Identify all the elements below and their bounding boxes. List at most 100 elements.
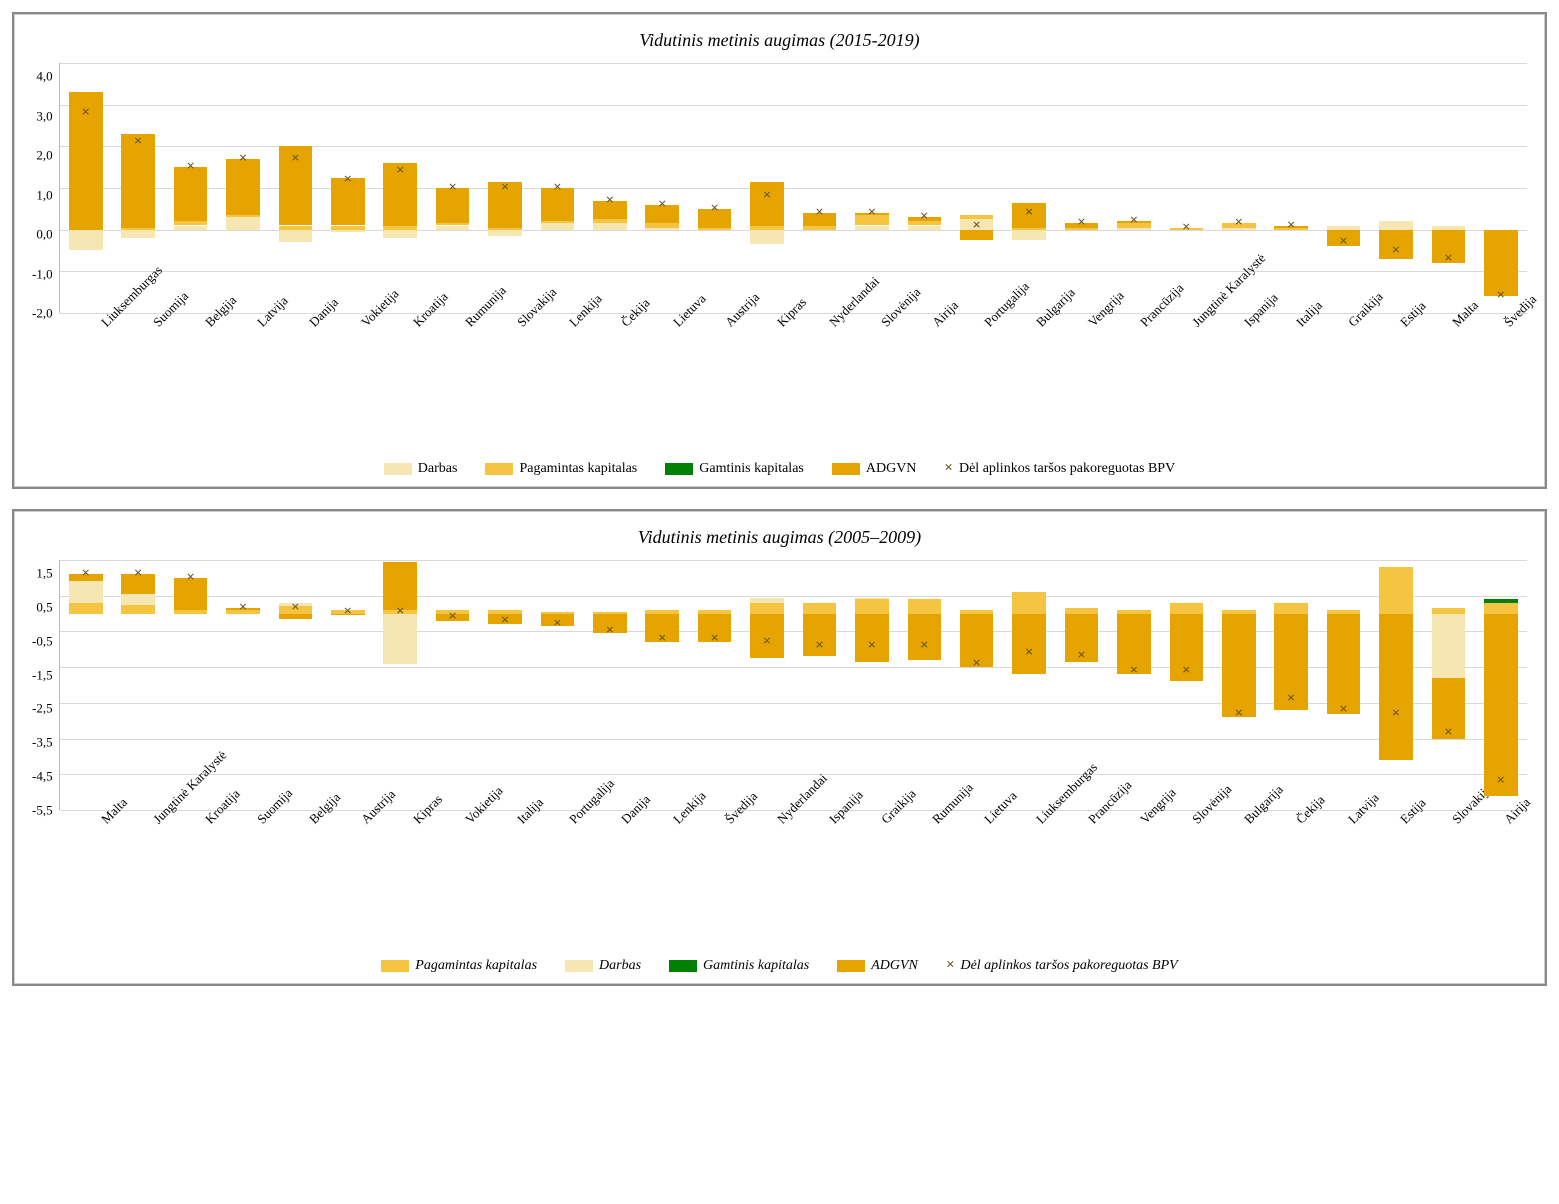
legend-item: Darbas [384, 460, 458, 477]
bar-segment [645, 614, 679, 643]
bar-segment [541, 614, 575, 627]
x-tick: Vokietija [332, 319, 384, 454]
x-tick: Švedija [1475, 319, 1527, 454]
y-tick-label: 3,0 [36, 109, 52, 122]
bar-segment [593, 201, 627, 220]
x-tick: Graikija [852, 816, 904, 951]
y-tick-label: -4,5 [32, 770, 53, 783]
legend-swatch-icon [837, 960, 865, 972]
bar-segment [645, 228, 679, 230]
legend-item: Gamtinis kapitalas [669, 957, 809, 974]
x-tick: Suomija [228, 816, 280, 951]
legend: DarbasPagamintas kapitalasGamtinis kapit… [32, 460, 1527, 477]
bar-column: × [636, 63, 688, 313]
bar-segment [698, 209, 732, 228]
bar-segment [226, 610, 260, 614]
x-tick: Kroatija [176, 816, 228, 951]
x-tick: Jungtinė Karalystė [124, 816, 176, 951]
x-tick: Slovakija [1423, 816, 1475, 951]
x-tick: Lietuva [955, 816, 1007, 951]
legend-swatch-icon [381, 960, 409, 972]
bar-column: × [60, 560, 112, 810]
x-tick: Švedija [696, 816, 748, 951]
bar-segment [226, 608, 260, 610]
bar-segment [593, 219, 627, 223]
x-tick: Čekija [592, 319, 644, 454]
bar-segment [750, 598, 784, 603]
bar-segment [121, 228, 155, 230]
bar-segment [279, 226, 313, 230]
bar-column: × [1475, 63, 1527, 313]
x-tick: Malta [72, 816, 124, 951]
bar-segment [174, 226, 208, 230]
bar-segment [1432, 614, 1466, 678]
x-tick: Kipras [384, 816, 436, 951]
bar-segment [488, 182, 522, 228]
x-tick: Estija [1371, 816, 1423, 951]
plot-area: ×××××××××××××××××××××××××××× [59, 560, 1527, 810]
bar-segment [1379, 230, 1413, 259]
bar-segment [1170, 603, 1204, 614]
bar-column: × [1055, 560, 1107, 810]
y-axis: 1,50,5-0,5-1,5-2,5-3,5-4,5-5,5 [32, 560, 59, 810]
y-tick-label: 2,0 [36, 149, 52, 162]
bar-segment [1274, 226, 1308, 228]
x-tick: Belgija [176, 319, 228, 454]
bar-segment [803, 213, 837, 226]
x-tick: Airija [904, 319, 956, 454]
x-tick: Portugalija [955, 319, 1007, 454]
bar-segment [279, 606, 313, 613]
bar-segment [1379, 221, 1413, 229]
x-tick: Nyderlandai [800, 319, 852, 454]
bar-segment [1274, 603, 1308, 614]
y-tick-label: 4,0 [36, 70, 52, 83]
bar-column: × [898, 560, 950, 810]
legend-label: ADGVN [871, 958, 918, 974]
legend-label: Darbas [418, 461, 458, 477]
bar-column: × [1265, 560, 1317, 810]
bar-column: × [584, 63, 636, 313]
bar-column: × [951, 560, 1003, 810]
bar-segment [488, 230, 522, 236]
chart-body: 1,50,5-0,5-1,5-2,5-3,5-4,5-5,5××××××××××… [32, 560, 1527, 810]
bar-segment [1484, 230, 1518, 297]
bar-segment [541, 188, 575, 221]
plot-area: ×××××××××××××××××××××××××××× [59, 63, 1527, 313]
bar-segment [69, 574, 103, 581]
bar-column: × [426, 560, 478, 810]
bar-column: × [322, 560, 374, 810]
bar-column: × [1055, 63, 1107, 313]
x-tick: Prancūzija [1111, 319, 1163, 454]
chart-title: Vidutinis metinis augimas (2015-2019) [32, 30, 1527, 51]
bar-segment [1170, 228, 1204, 230]
bar-column: × [374, 560, 426, 810]
bar-segment [279, 614, 313, 619]
y-tick-label: -2,5 [32, 702, 53, 715]
legend-swatch-icon [565, 960, 593, 972]
y-axis: 4,03,02,01,00,0-1,0-2,0 [32, 63, 59, 313]
legend-item: ×Dėl aplinkos taršos pakoreguotas BPV [946, 957, 1178, 974]
bar-segment [121, 134, 155, 228]
x-tick: Graikija [1319, 319, 1371, 454]
bar-column: × [1422, 560, 1474, 810]
bar-segment [908, 226, 942, 230]
bar-segment [855, 598, 889, 600]
bar-segment [750, 603, 784, 614]
x-tick: Jungtinė Karalystė [1163, 319, 1215, 454]
bar-segment [174, 578, 208, 610]
y-tick-label: -0,5 [32, 634, 53, 647]
bar-segment [1012, 230, 1046, 240]
x-tick: Rumunija [904, 816, 956, 951]
bar-segment [436, 223, 470, 225]
legend-item: Pagamintas kapitalas [485, 460, 637, 477]
bar-segment [1012, 614, 1046, 675]
bar-segment [1327, 614, 1361, 714]
bar-segment [960, 219, 994, 229]
x-tick: Vengrija [1111, 816, 1163, 951]
bar-segment [1117, 614, 1151, 675]
y-tick-label: -3,5 [32, 736, 53, 749]
y-tick-label: -1,0 [32, 267, 53, 280]
bar-column: × [846, 63, 898, 313]
bar-segment [1012, 592, 1046, 613]
bar-column: × [741, 560, 793, 810]
